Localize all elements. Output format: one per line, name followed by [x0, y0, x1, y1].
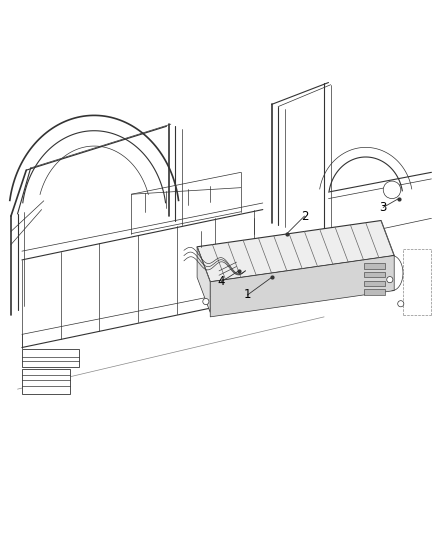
FancyBboxPatch shape [364, 289, 385, 295]
FancyBboxPatch shape [364, 272, 385, 278]
Circle shape [383, 181, 401, 199]
Text: 3: 3 [380, 201, 387, 214]
Circle shape [398, 301, 404, 307]
Text: 1: 1 [244, 288, 251, 302]
Circle shape [203, 298, 209, 304]
Text: 2: 2 [300, 209, 308, 223]
FancyBboxPatch shape [364, 280, 385, 286]
Circle shape [387, 277, 393, 282]
Polygon shape [197, 247, 210, 312]
FancyBboxPatch shape [364, 263, 385, 269]
Polygon shape [210, 255, 394, 317]
FancyBboxPatch shape [22, 369, 70, 393]
Text: 4: 4 [217, 276, 225, 288]
Polygon shape [197, 221, 394, 282]
FancyBboxPatch shape [22, 349, 79, 367]
